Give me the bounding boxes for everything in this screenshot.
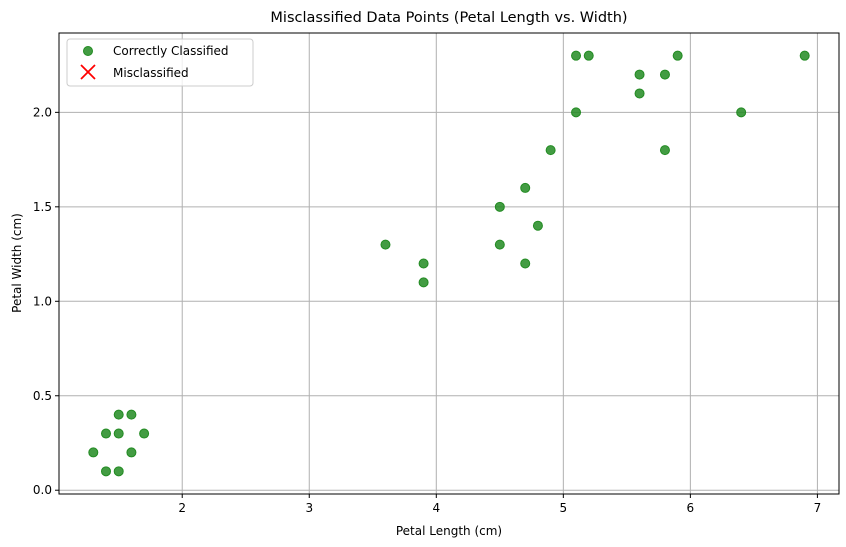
data-points	[88, 50, 810, 477]
legend-label-misclassified: Misclassified	[113, 66, 189, 80]
legend-marker-misclassified	[80, 64, 96, 80]
data-point	[571, 50, 582, 61]
data-point	[634, 88, 645, 99]
data-point	[418, 258, 429, 269]
data-point	[672, 50, 683, 61]
data-point	[113, 466, 124, 477]
x-tick-label: 4	[432, 501, 440, 515]
x-tick-label: 3	[305, 501, 313, 515]
y-tick-label: 0.0	[33, 483, 52, 497]
x-tick-label: 6	[687, 501, 695, 515]
data-point	[494, 239, 505, 250]
data-point	[545, 145, 556, 156]
data-point	[494, 201, 505, 212]
y-tick-label: 2.0	[33, 105, 52, 119]
legend-marker-correct	[83, 46, 93, 56]
x-tick-label: 5	[560, 501, 568, 515]
grid	[59, 33, 839, 494]
y-axis-title: Petal Width (cm)	[10, 213, 24, 313]
data-point	[659, 145, 670, 156]
data-point	[634, 69, 645, 80]
data-point	[101, 428, 112, 439]
data-point	[736, 107, 747, 118]
data-point	[113, 428, 124, 439]
data-point	[101, 466, 112, 477]
data-point	[659, 69, 670, 80]
x-axis-title: Petal Length (cm)	[396, 524, 502, 538]
data-point	[583, 50, 594, 61]
data-point	[126, 409, 137, 420]
data-point	[139, 428, 150, 439]
data-point	[799, 50, 810, 61]
y-axis-ticks: 0.0 0.5 1.0 1.5 2.0	[33, 105, 59, 497]
data-point	[571, 107, 582, 118]
data-point	[88, 447, 99, 458]
data-point	[380, 239, 391, 250]
data-point	[126, 447, 137, 458]
data-point	[520, 258, 531, 269]
data-point	[113, 409, 124, 420]
legend: Correctly Classified Misclassified	[66, 38, 254, 87]
y-tick-label: 0.5	[33, 389, 52, 403]
plot-area-frame	[58, 32, 840, 495]
y-tick-label: 1.5	[33, 200, 52, 214]
data-point	[532, 220, 543, 231]
y-tick-label: 1.0	[33, 294, 52, 308]
legend-label-correct: Correctly Classified	[113, 44, 229, 58]
legend-box	[66, 38, 254, 87]
chart-title: Misclassified Data Points (Petal Length …	[270, 10, 627, 26]
x-tick-label: 2	[178, 501, 186, 515]
x-tick-label: 7	[814, 501, 822, 515]
data-point	[520, 182, 531, 193]
data-point	[418, 277, 429, 288]
x-axis-ticks: 2 3 4 5 6 7	[178, 494, 821, 515]
